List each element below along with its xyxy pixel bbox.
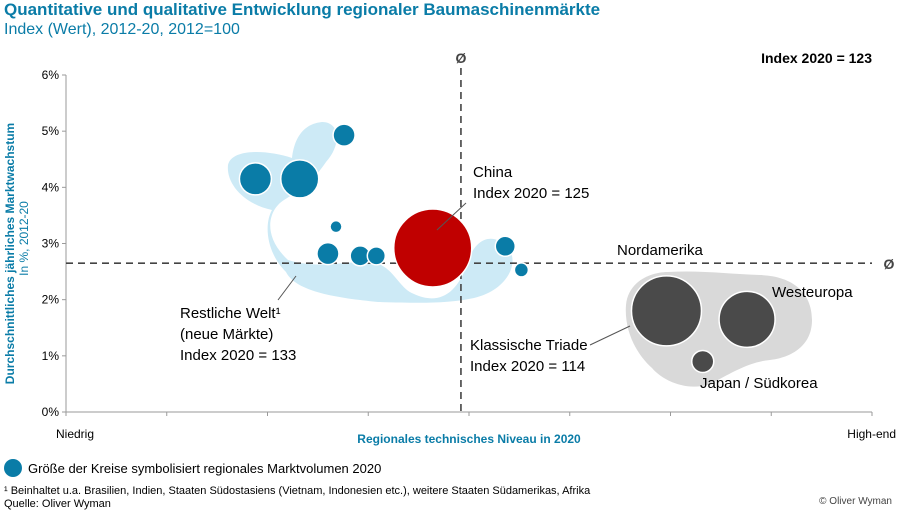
index-note: Index 2020 = 123	[761, 50, 872, 66]
bubble-emerging-5	[316, 241, 340, 266]
legend-text: Größe der Kreise symbolisiert regionales…	[28, 461, 382, 476]
emerging-markets-area	[227, 122, 513, 303]
annotation-japan: Japan / Südkorea	[700, 375, 818, 392]
y-axis-title: Durchschnittliches jährliches Marktwachs…	[3, 123, 17, 384]
average-y-marker: Ø	[884, 256, 895, 272]
bubble-emerging-7	[366, 246, 387, 266]
bubble-triad-13	[690, 349, 715, 374]
restliche-leader-line	[277, 275, 297, 301]
copyright: © Oliver Wyman	[819, 496, 892, 507]
china-leader-line	[436, 202, 467, 231]
bubble-emerging-3	[332, 123, 356, 147]
bubble-emerging-8	[494, 235, 517, 258]
annotation-restliche: (neue Märkte)	[180, 326, 273, 343]
x-axis-high-label: High-end	[847, 427, 896, 441]
y-tick-label: 4%	[42, 180, 60, 194]
chart-title: Quantitative und qualitative Entwicklung…	[4, 0, 601, 19]
average-x-marker: Ø	[455, 50, 466, 66]
triade-leader-line	[589, 325, 631, 346]
footnote: ¹ Beinhaltet u.a. Brasilien, Indien, Sta…	[4, 485, 591, 497]
source: Quelle: Oliver Wyman	[4, 498, 111, 510]
annotation-china: China	[473, 164, 513, 181]
annotation-triade: Index 2020 = 114	[470, 358, 585, 375]
y-tick-label: 3%	[42, 237, 60, 251]
y-tick-label: 2%	[42, 293, 60, 307]
bubble-china	[392, 208, 473, 288]
annotation-triade: Klassische Triade	[470, 337, 588, 354]
annotation-restliche: Restliche Welt¹	[180, 305, 281, 322]
annotation-restliche: Index 2020 = 133	[180, 347, 296, 364]
bubble-emerging-1	[238, 162, 273, 196]
annotation-nordamerika: Nordamerika	[617, 242, 704, 259]
bubble-triad-11	[630, 275, 703, 347]
y-tick-label: 6%	[42, 68, 60, 82]
x-axis-title: Regionales technisches Niveau in 2020	[357, 432, 581, 446]
bubble-emerging-9	[513, 262, 530, 278]
bubble-emerging-2	[279, 159, 320, 199]
annotation-westeuropa: Westeuropa	[772, 284, 853, 301]
y-tick-label: 1%	[42, 349, 60, 363]
y-tick-label: 0%	[42, 405, 60, 419]
y-axis-subtitle: In %, 2012-20	[17, 201, 31, 276]
chart-subtitle: Index (Wert), 2012-20, 2012=100	[4, 21, 240, 38]
annotation-china: Index 2020 = 125	[473, 185, 589, 202]
y-tick-label: 5%	[42, 124, 60, 138]
bubble-emerging-4	[329, 219, 343, 234]
x-axis-low-label: Niedrig	[56, 427, 94, 441]
bubble-triad-12	[718, 290, 776, 349]
legend-bubble-icon	[4, 459, 22, 477]
